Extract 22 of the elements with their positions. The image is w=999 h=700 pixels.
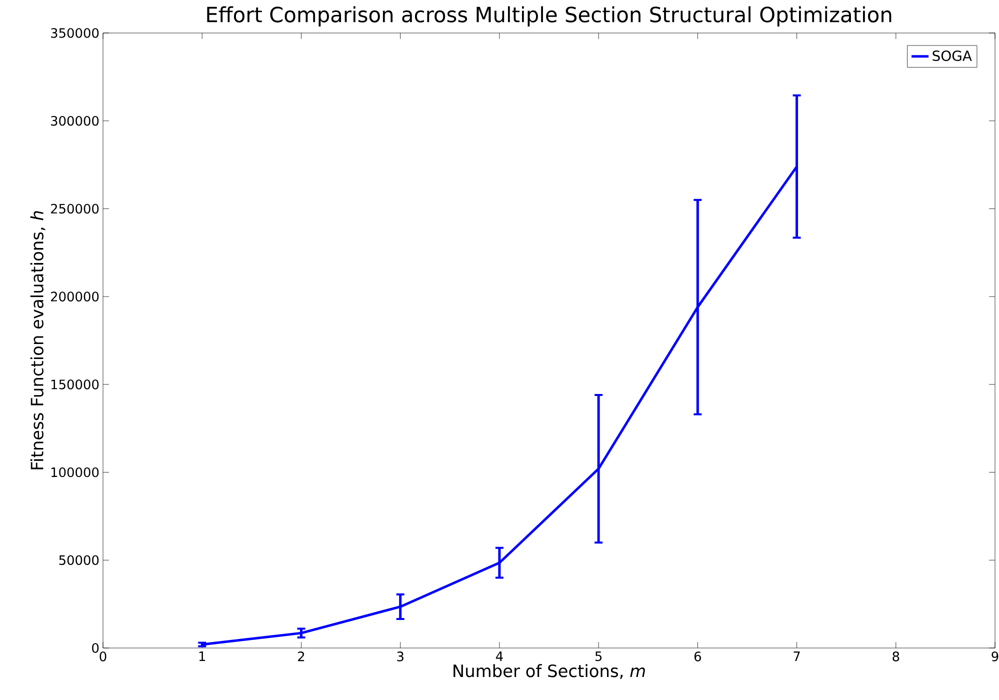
x-tick-label: 0 (100, 652, 106, 662)
y-tick-label: 300000 (51, 116, 99, 126)
x-tick-label: 1 (199, 652, 206, 661)
legend-label: SOGA (932, 50, 972, 62)
y-tick-label: 150000 (51, 380, 99, 390)
x-axis-title: Number of Sections, m (454, 664, 645, 679)
y-tick-label: 0 (92, 643, 99, 653)
x-tick-label: 4 (496, 652, 503, 661)
x-tick-label: 5 (595, 652, 602, 662)
x-tick-label: 2 (298, 652, 304, 662)
y-tick-label: 250000 (50, 204, 99, 214)
y-tick-label: 200000 (50, 292, 99, 302)
x-tick-label: 6 (694, 652, 701, 662)
y-axis-title: Fitness Function evaluations, h (30, 211, 46, 470)
x-tick-label: 7 (794, 652, 800, 661)
x-tick-label: 8 (892, 652, 900, 662)
y-tick-label: 50000 (59, 555, 99, 566)
y-tick-label: 350000 (51, 28, 99, 38)
y-tick-label: 100000 (51, 467, 99, 478)
chart-title: Effort Comparison across Multiple Section Structural Optimization (207, 6, 892, 27)
x-tick-label: 9 (992, 652, 998, 662)
x-tick-label: 3 (397, 652, 404, 662)
